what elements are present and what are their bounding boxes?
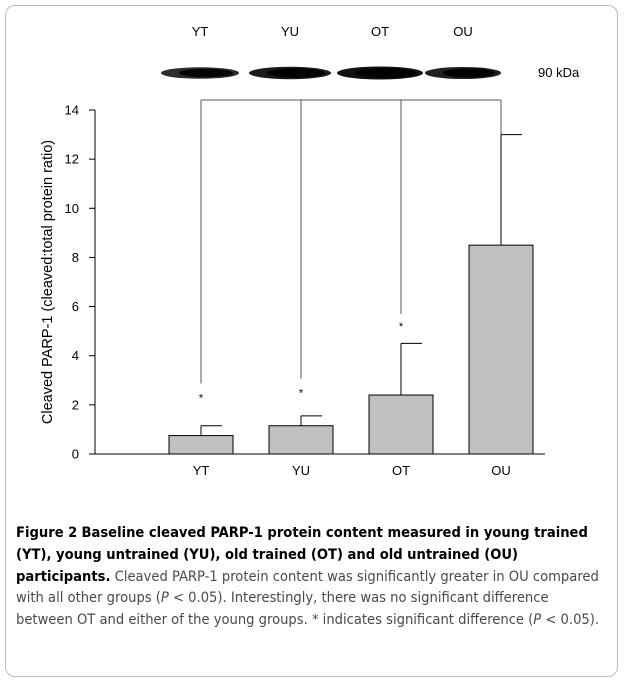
caption-body-2: < 0.05). Interestingly, there was no sig…	[16, 589, 549, 629]
caption-body-3: < 0.05).	[541, 611, 600, 629]
y-tick-label: 12	[65, 152, 79, 167]
significance-star: *	[399, 321, 404, 333]
y-tick-label: 4	[72, 348, 79, 363]
blot-lane-label: OU	[453, 24, 473, 39]
caption-body-1: Cleaved PARP-1 protein content was signi…	[16, 567, 599, 607]
bar-ot	[368, 394, 434, 455]
blot-lane-label: YT	[192, 24, 209, 39]
bar-chart: YT YU OT OU 90 kDa 0 2 4 6 8 10 12 14 YT YU OT OU Cle…	[40, 24, 580, 478]
blot-band-core	[179, 68, 233, 78]
y-tick-label: 2	[72, 397, 79, 412]
significance-star: *	[199, 392, 204, 404]
x-tick-label: YT	[193, 463, 210, 478]
blot-band-core	[267, 68, 325, 78]
comparison-bracket	[200, 99, 502, 384]
western-blot: YT YU OT OU 90 kDa	[161, 24, 580, 80]
x-tick-label: OU	[491, 463, 511, 478]
caption-p-variable-2: P	[533, 611, 542, 629]
y-tick-label: 0	[72, 447, 79, 462]
caption-p-variable-1: P	[160, 589, 169, 607]
x-tick-label: OT	[392, 463, 410, 478]
blot-band-core	[355, 68, 417, 78]
y-tick-label: 10	[65, 201, 79, 216]
caption-figure-label: Figure 2	[16, 524, 78, 541]
significance-star: *	[299, 388, 304, 400]
y-tick-label: 14	[65, 103, 79, 118]
y-tick-label: 8	[72, 250, 79, 265]
figure-caption: Figure 2 Baseline cleaved PARP-1 protein…	[16, 522, 608, 631]
bar-yu	[268, 425, 334, 455]
caption-title: Baseline cleaved PARP-1 protein content …	[16, 524, 588, 585]
y-axis-label: Cleaved PARP-1 (cleaved:total protein ra…	[40, 140, 56, 424]
blot-lane-label: OT	[371, 24, 389, 39]
blot-size-label: 90 kDa	[538, 65, 580, 80]
y-tick-label: 6	[72, 299, 79, 314]
blot-lane-label: YU	[281, 24, 299, 39]
blot-band-core	[443, 68, 495, 78]
bar-ou	[468, 244, 534, 455]
x-tick-label: YU	[292, 463, 310, 478]
bar-yt	[168, 435, 234, 455]
